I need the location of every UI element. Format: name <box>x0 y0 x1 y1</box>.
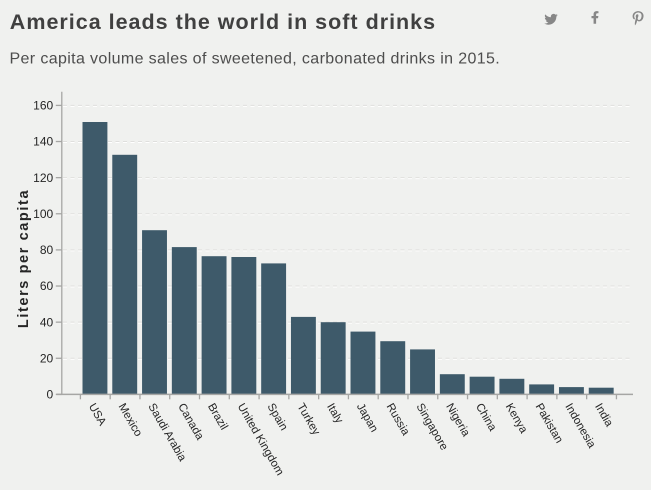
svg-text:100: 100 <box>33 207 53 221</box>
svg-text:20: 20 <box>40 351 54 365</box>
svg-text:60: 60 <box>40 279 54 293</box>
svg-text:80: 80 <box>40 243 54 257</box>
svg-text:40: 40 <box>40 315 54 329</box>
svg-text:120: 120 <box>33 171 53 185</box>
svg-text:Per capita volume sales of swe: Per capita volume sales of sweetened, ca… <box>10 51 501 68</box>
svg-text:America leads the world in sof: America leads the world in soft drinks <box>10 10 436 34</box>
svg-text:0: 0 <box>47 388 54 402</box>
svg-text:Liters per capita: Liters per capita <box>16 189 32 328</box>
svg-text:140: 140 <box>33 135 53 149</box>
svg-text:160: 160 <box>33 99 53 113</box>
